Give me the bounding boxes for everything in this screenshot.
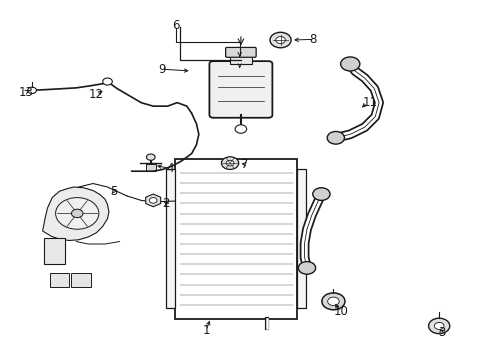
Circle shape: [102, 78, 112, 85]
Text: 5: 5: [110, 185, 117, 198]
Bar: [229, 55, 251, 64]
FancyBboxPatch shape: [225, 48, 256, 57]
FancyBboxPatch shape: [209, 61, 272, 118]
Circle shape: [226, 160, 233, 166]
Circle shape: [269, 32, 290, 48]
Text: 3: 3: [437, 327, 445, 339]
Text: 2: 2: [162, 197, 169, 210]
Text: 12: 12: [89, 89, 104, 102]
Circle shape: [235, 125, 246, 133]
Text: 8: 8: [309, 33, 316, 46]
Text: 13: 13: [19, 86, 33, 99]
Text: 9: 9: [158, 63, 165, 76]
Bar: [43, 238, 65, 264]
Circle shape: [221, 157, 238, 170]
Circle shape: [327, 297, 339, 306]
Bar: [71, 273, 90, 287]
Circle shape: [433, 323, 443, 329]
Bar: [166, 170, 174, 309]
Text: 4: 4: [166, 162, 174, 175]
Text: 1: 1: [202, 324, 209, 337]
Bar: [50, 273, 69, 287]
Circle shape: [298, 262, 315, 274]
Circle shape: [427, 318, 449, 334]
Circle shape: [326, 131, 344, 144]
Bar: [297, 170, 305, 309]
Circle shape: [71, 209, 83, 218]
Text: 6: 6: [172, 19, 180, 32]
Text: 10: 10: [332, 305, 347, 318]
Circle shape: [321, 293, 344, 310]
Polygon shape: [145, 194, 161, 207]
Circle shape: [340, 57, 359, 71]
Circle shape: [149, 198, 157, 203]
Polygon shape: [42, 187, 109, 240]
Circle shape: [56, 198, 99, 229]
Circle shape: [146, 154, 155, 160]
Bar: [145, 164, 155, 171]
Circle shape: [28, 87, 36, 94]
Text: 7: 7: [240, 158, 247, 171]
Circle shape: [312, 188, 329, 201]
Text: 11: 11: [362, 96, 376, 109]
Bar: [174, 159, 297, 319]
Circle shape: [275, 36, 285, 44]
